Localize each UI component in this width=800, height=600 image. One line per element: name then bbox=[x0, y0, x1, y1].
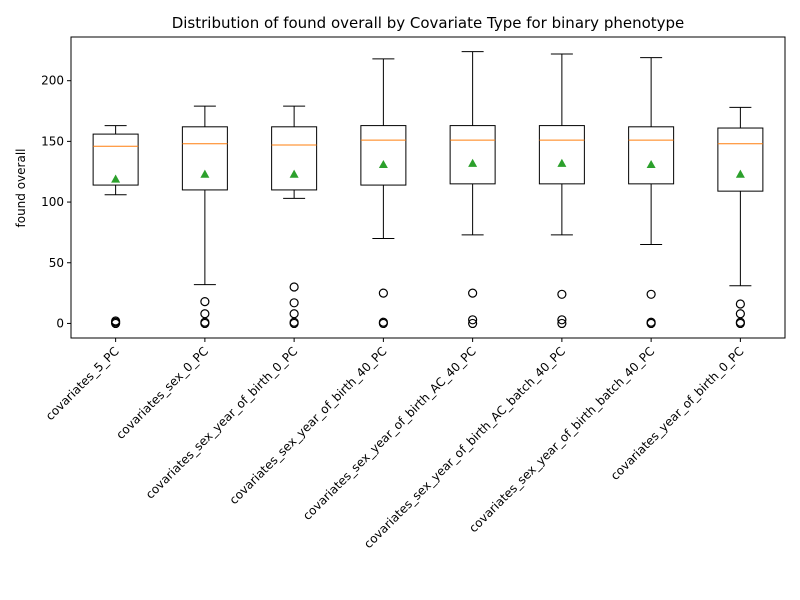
y-tick-label: 200 bbox=[41, 74, 64, 88]
outlier-point bbox=[378, 288, 388, 298]
outlier-point bbox=[200, 309, 210, 319]
category-label: covariates_sex_year_of_birth_40_PC bbox=[227, 344, 390, 507]
box bbox=[271, 126, 318, 191]
box bbox=[449, 125, 496, 185]
box bbox=[360, 125, 407, 186]
y-tick-label: 100 bbox=[41, 195, 64, 209]
box bbox=[538, 125, 585, 185]
category-label: covariates_5_PC bbox=[43, 344, 122, 423]
plot-area: 050100150200covariates_5_PCcovariates_se… bbox=[41, 36, 786, 551]
mean-marker bbox=[646, 159, 656, 169]
outlier-point bbox=[646, 317, 656, 327]
outlier-point bbox=[735, 309, 745, 319]
plot-frame bbox=[70, 36, 786, 339]
box bbox=[717, 127, 764, 192]
y-tick-label: 0 bbox=[56, 316, 64, 330]
outlier-point bbox=[289, 298, 299, 308]
mean-marker bbox=[735, 169, 745, 178]
outlier-point bbox=[289, 309, 299, 319]
category-label: covariates_sex_0_PC bbox=[113, 344, 211, 442]
outlier-point bbox=[468, 315, 478, 325]
outlier-point bbox=[200, 296, 210, 307]
category-label: covariates_sex_year_of_birth_batch_40_PC bbox=[466, 344, 657, 535]
outlier-point bbox=[557, 289, 567, 299]
y-tick-label: 150 bbox=[41, 134, 64, 148]
outlier-point bbox=[111, 316, 121, 326]
y-axis-label: found overall bbox=[14, 149, 28, 228]
outlier-point bbox=[646, 289, 656, 299]
outlier-point bbox=[557, 315, 567, 325]
outlier-point bbox=[735, 299, 745, 309]
mean-marker bbox=[378, 159, 388, 169]
box bbox=[181, 126, 228, 191]
category-label: covariates_sex_year_of_birth_AC_40_PC bbox=[300, 344, 479, 523]
outlier-point bbox=[557, 318, 567, 329]
y-tick-label: 50 bbox=[49, 256, 64, 270]
chart-title: Distribution of found overall by Covaria… bbox=[172, 14, 685, 32]
mean-marker bbox=[468, 158, 478, 167]
category-label: covariates_sex_year_of_birth_AC_batch_40… bbox=[361, 344, 568, 551]
outlier-point bbox=[289, 282, 299, 292]
mean-marker bbox=[111, 174, 121, 183]
mean-marker bbox=[557, 158, 567, 167]
outlier-point bbox=[468, 318, 478, 329]
outlier-point bbox=[378, 317, 388, 327]
box bbox=[628, 126, 675, 185]
category-label: covariates_sex_year_of_birth_0_PC bbox=[143, 344, 300, 501]
outlier-point bbox=[468, 288, 478, 298]
mean-marker bbox=[289, 169, 299, 178]
mean-marker bbox=[200, 169, 210, 178]
box bbox=[92, 133, 139, 186]
